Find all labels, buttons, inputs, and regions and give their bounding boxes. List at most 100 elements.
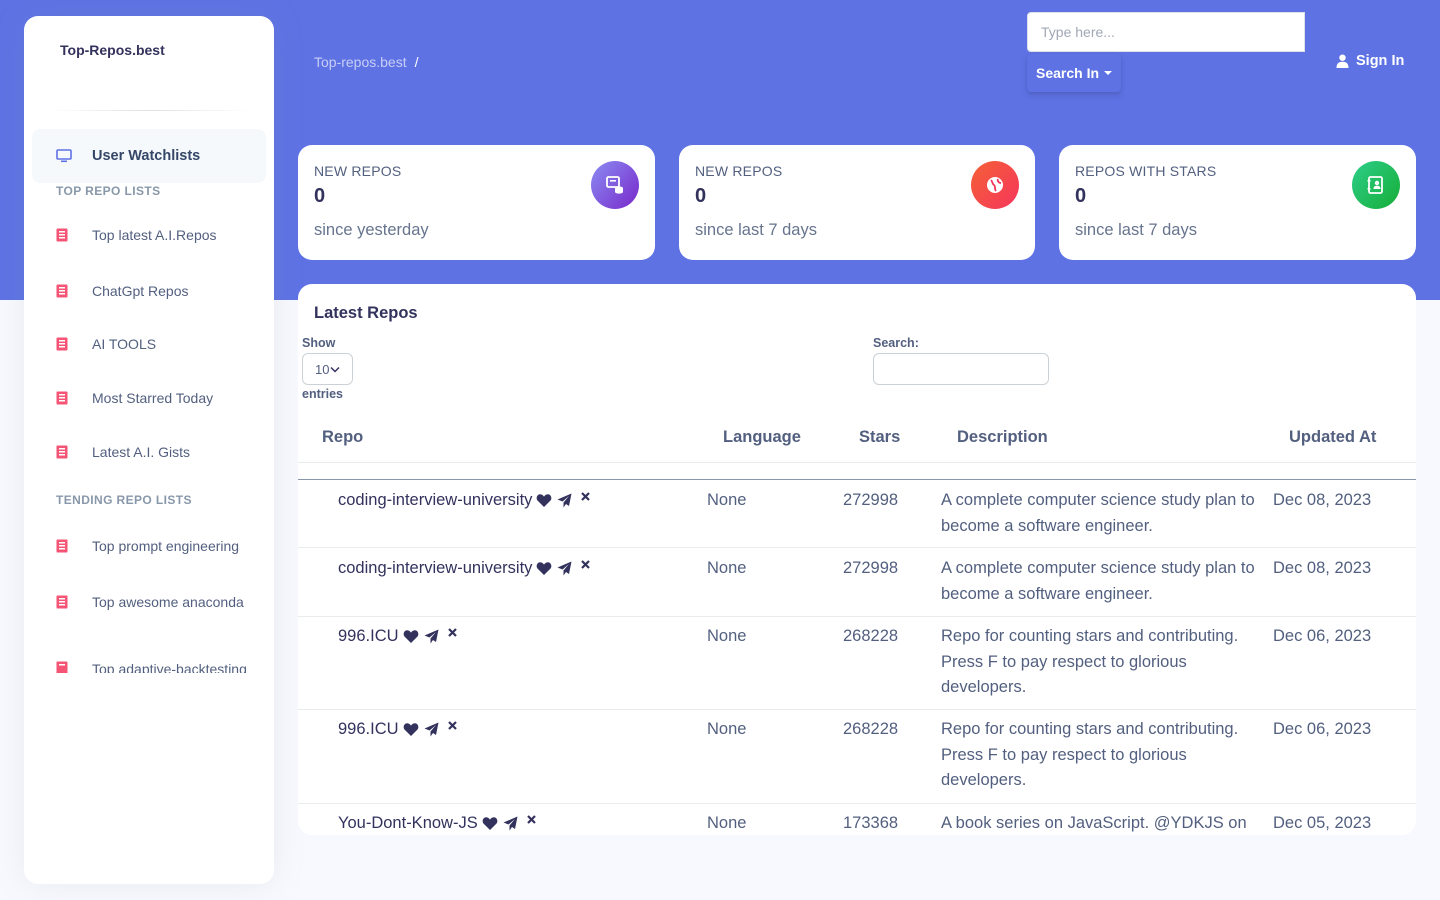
table-row: coding-interview-university None 272998 … — [298, 548, 1416, 617]
book-icon — [56, 445, 68, 459]
close-icon[interactable] — [581, 492, 591, 502]
table-row: You-Dont-Know-JS None 173368 A book seri… — [298, 804, 1416, 835]
sidebar-item-label: Top latest A.I.Repos — [92, 227, 217, 243]
sidebar-item-top-adaptive-backtesting[interactable]: Top adaptive-backtesting — [56, 661, 266, 673]
repo-name-link[interactable]: 996.ICU — [338, 627, 399, 645]
book-icon — [56, 284, 68, 298]
book-icon — [56, 661, 68, 673]
sidebar: Top-Repos.best User Watchlists TOP REPO … — [24, 16, 274, 884]
repo-cell: 996.ICU — [338, 717, 457, 743]
sidebar-item-label: User Watchlists — [92, 148, 201, 164]
sidebar-item-label: Top awesome anaconda — [92, 594, 244, 610]
stat-icon-badge — [591, 161, 639, 209]
column-header-description[interactable]: Description — [957, 428, 1048, 446]
close-icon[interactable] — [447, 628, 457, 638]
latest-repos-card: Latest Repos Show 10 entries Search: Rep… — [298, 284, 1416, 835]
paper-plane-icon[interactable] — [424, 629, 439, 644]
table-row: coding-interview-university None 272998 … — [298, 480, 1416, 548]
table-header-border — [298, 479, 1416, 480]
repo-name-link[interactable]: 996.ICU — [338, 720, 399, 738]
repo-cell: 996.ICU — [338, 624, 457, 650]
stat-subtitle: since last 7 days — [1075, 221, 1197, 239]
stars-cell: 268228 — [843, 720, 899, 738]
book-icon — [56, 391, 68, 405]
description-cell: Repo for counting stars and contributing… — [941, 627, 1239, 697]
sidebar-item-top-prompt-engineering[interactable]: Top prompt engineering — [56, 535, 266, 557]
sidebar-item-top-latest-ai-repos[interactable]: Top latest A.I.Repos — [56, 224, 266, 246]
stat-card-new-repos-yesterday: NEW REPOS 0 since yesterday — [298, 145, 655, 260]
book-icon — [56, 228, 68, 242]
paper-plane-icon[interactable] — [557, 561, 572, 576]
stars-cell: 173368 — [843, 814, 899, 832]
stat-title: REPOS WITH STARS — [1075, 163, 1217, 179]
paper-plane-icon[interactable] — [503, 816, 518, 831]
heart-icon[interactable] — [536, 493, 552, 508]
table-search-input[interactable] — [873, 353, 1049, 385]
column-header-stars[interactable]: Stars — [859, 428, 901, 446]
table-row: 996.ICU None 268228 Repo for counting st… — [298, 710, 1416, 804]
stat-card-new-repos-week: NEW REPOS 0 since last 7 days — [679, 145, 1035, 260]
stars-cell: 272998 — [843, 559, 899, 577]
stars-cell: 268228 — [843, 627, 899, 645]
description-cell: Repo for counting stars and contributing… — [941, 720, 1239, 790]
description-cell: A complete computer science study plan t… — [941, 491, 1255, 535]
close-icon[interactable] — [447, 721, 457, 731]
close-icon[interactable] — [526, 815, 536, 825]
stat-card-repos-with-stars: REPOS WITH STARS 0 since last 7 days — [1059, 145, 1416, 260]
length-label-entries: entries — [302, 387, 343, 401]
sidebar-item-chatgpt-repos[interactable]: ChatGpt Repos — [56, 280, 266, 302]
entries-per-page-select[interactable]: 10 — [302, 353, 353, 385]
table-search-label: Search: — [873, 336, 919, 350]
chevron-down-icon — [330, 366, 340, 373]
heart-icon[interactable] — [403, 629, 419, 644]
stat-icon-badge — [971, 161, 1019, 209]
sign-in-link[interactable]: Sign In — [1336, 51, 1404, 71]
heart-icon[interactable] — [403, 722, 419, 737]
sidebar-item-label: ChatGpt Repos — [92, 283, 189, 299]
language-cell: None — [707, 627, 747, 645]
repo-name-link[interactable]: coding-interview-university — [338, 559, 533, 577]
breadcrumb: Top-repos.best / — [314, 54, 419, 70]
sidebar-item-label: AI TOOLS — [92, 336, 157, 352]
language-cell: None — [707, 559, 747, 577]
paper-plane-icon[interactable] — [557, 493, 572, 508]
breadcrumb-root-link[interactable]: Top-repos.best — [314, 54, 407, 70]
column-header-repo[interactable]: Repo — [322, 428, 364, 446]
sidebar-item-user-watchlists[interactable]: User Watchlists — [32, 129, 266, 183]
updated-at-cell: Dec 06, 2023 — [1273, 720, 1372, 738]
stat-value: 0 — [314, 185, 326, 207]
brand-logo-text[interactable]: Top-Repos.best — [60, 42, 165, 58]
repo-name-link[interactable]: coding-interview-university — [338, 491, 533, 509]
breadcrumb-separator: / — [414, 54, 419, 70]
section-heading-top-repo-lists: TOP REPO LISTS — [56, 184, 161, 198]
monitor-icon — [56, 149, 72, 163]
book-icon — [56, 337, 68, 351]
search-input[interactable] — [1027, 12, 1305, 52]
sign-in-label: Sign In — [1356, 53, 1405, 69]
stat-icon-badge — [1352, 161, 1400, 209]
updated-at-cell: Dec 06, 2023 — [1273, 627, 1372, 645]
paper-plane-icon[interactable] — [424, 722, 439, 737]
description-cell: A book series on JavaScript. @YDKJS on — [941, 814, 1247, 832]
sidebar-item-ai-tools[interactable]: AI TOOLS — [56, 333, 266, 355]
column-header-language[interactable]: Language — [723, 428, 801, 446]
book-icon — [56, 539, 68, 553]
section-heading-trending-repo-lists: TENDING REPO LISTS — [56, 493, 192, 507]
search-in-dropdown-button[interactable]: Search In — [1027, 54, 1121, 92]
sidebar-item-most-starred-today[interactable]: Most Starred Today — [56, 387, 266, 409]
column-header-updated-at[interactable]: Updated At — [1289, 428, 1377, 446]
description-cell: A complete computer science study plan t… — [941, 559, 1255, 603]
heart-icon[interactable] — [482, 816, 498, 831]
world-icon — [987, 177, 1003, 193]
updated-at-cell: Dec 08, 2023 — [1273, 559, 1372, 577]
length-label-show: Show — [302, 336, 336, 350]
sidebar-item-latest-ai-gists[interactable]: Latest A.I. Gists — [56, 441, 266, 463]
sidebar-divider — [48, 110, 250, 111]
stat-title: NEW REPOS — [695, 163, 783, 179]
heart-icon[interactable] — [536, 561, 552, 576]
stat-title: NEW REPOS — [314, 163, 402, 179]
repo-name-link[interactable]: You-Dont-Know-JS — [338, 814, 478, 832]
language-cell: None — [707, 720, 747, 738]
close-icon[interactable] — [581, 560, 591, 570]
sidebar-item-top-awesome-anaconda[interactable]: Top awesome anaconda — [56, 591, 266, 613]
